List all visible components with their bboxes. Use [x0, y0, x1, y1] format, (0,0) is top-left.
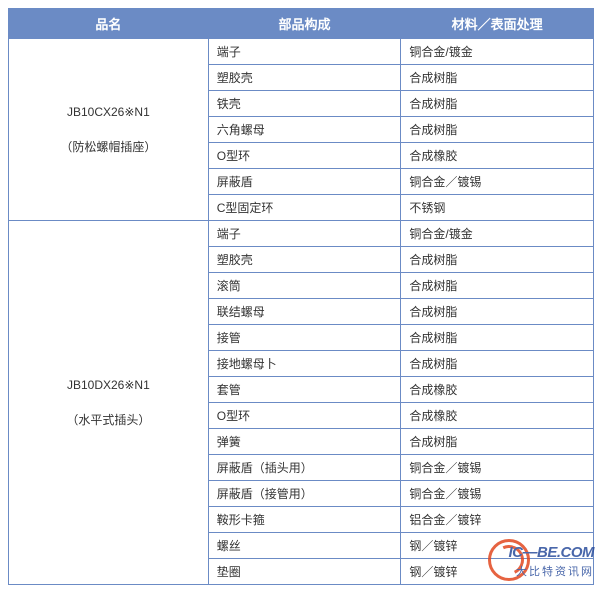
product-model: JB10DX26※N1: [17, 372, 200, 398]
material-cell: 铜合金/镀金: [401, 221, 594, 247]
product-desc: （水平式插头）: [17, 407, 200, 433]
material-cell: 合成树脂: [401, 273, 594, 299]
spec-table: 品名 部品构成 材料／表面处理 JB10CX26※N1（防松螺帽插座）端子铜合金…: [8, 8, 594, 585]
component-cell: 端子: [208, 39, 401, 65]
material-cell: 钢／镀锌: [401, 559, 594, 585]
material-cell: 合成树脂: [401, 91, 594, 117]
component-cell: 鞍形卡箍: [208, 507, 401, 533]
component-cell: C型固定环: [208, 195, 401, 221]
material-cell: 合成树脂: [401, 247, 594, 273]
component-cell: 六角螺母: [208, 117, 401, 143]
material-cell: 铜合金／镀锡: [401, 169, 594, 195]
material-cell: 铜合金/镀金: [401, 39, 594, 65]
component-cell: 接管: [208, 325, 401, 351]
material-cell: 钢／镀锌: [401, 533, 594, 559]
table-row: JB10CX26※N1（防松螺帽插座）端子铜合金/镀金: [9, 39, 594, 65]
table-row: JB10DX26※N1（水平式插头）端子铜合金/镀金: [9, 221, 594, 247]
component-cell: 铁壳: [208, 91, 401, 117]
material-cell: 合成橡胶: [401, 143, 594, 169]
component-cell: 端子: [208, 221, 401, 247]
component-cell: 套管: [208, 377, 401, 403]
material-cell: 铜合金／镀锡: [401, 481, 594, 507]
product-model: JB10CX26※N1: [17, 99, 200, 125]
product-desc: （防松螺帽插座）: [17, 134, 200, 160]
material-cell: 合成树脂: [401, 351, 594, 377]
material-cell: 铝合金／镀锌: [401, 507, 594, 533]
component-cell: 屏蔽盾（插头用）: [208, 455, 401, 481]
component-cell: 滚筒: [208, 273, 401, 299]
component-cell: 屏蔽盾: [208, 169, 401, 195]
header-row: 品名 部品构成 材料／表面处理: [9, 9, 594, 39]
header-component: 部品构成: [208, 9, 401, 39]
material-cell: 铜合金／镀锡: [401, 455, 594, 481]
component-cell: 联结螺母: [208, 299, 401, 325]
material-cell: 合成橡胶: [401, 377, 594, 403]
component-cell: 塑胶壳: [208, 247, 401, 273]
header-material: 材料／表面处理: [401, 9, 594, 39]
component-cell: O型环: [208, 143, 401, 169]
header-name: 品名: [9, 9, 209, 39]
table-body: JB10CX26※N1（防松螺帽插座）端子铜合金/镀金塑胶壳合成树脂铁壳合成树脂…: [9, 39, 594, 585]
material-cell: 合成橡胶: [401, 403, 594, 429]
component-cell: 垫圈: [208, 559, 401, 585]
component-cell: 接地螺母卜: [208, 351, 401, 377]
product-name-cell: JB10CX26※N1 （防松螺帽插座）: [9, 39, 209, 221]
material-cell: 合成树脂: [401, 117, 594, 143]
material-cell: 合成树脂: [401, 299, 594, 325]
material-cell: 合成树脂: [401, 65, 594, 91]
component-cell: O型环: [208, 403, 401, 429]
material-cell: 合成树脂: [401, 429, 594, 455]
material-cell: 不锈钢: [401, 195, 594, 221]
component-cell: 螺丝: [208, 533, 401, 559]
component-cell: 塑胶壳: [208, 65, 401, 91]
component-cell: 屏蔽盾（接管用）: [208, 481, 401, 507]
component-cell: 弹簧: [208, 429, 401, 455]
material-cell: 合成树脂: [401, 325, 594, 351]
product-name-cell: JB10DX26※N1 （水平式插头）: [9, 221, 209, 585]
